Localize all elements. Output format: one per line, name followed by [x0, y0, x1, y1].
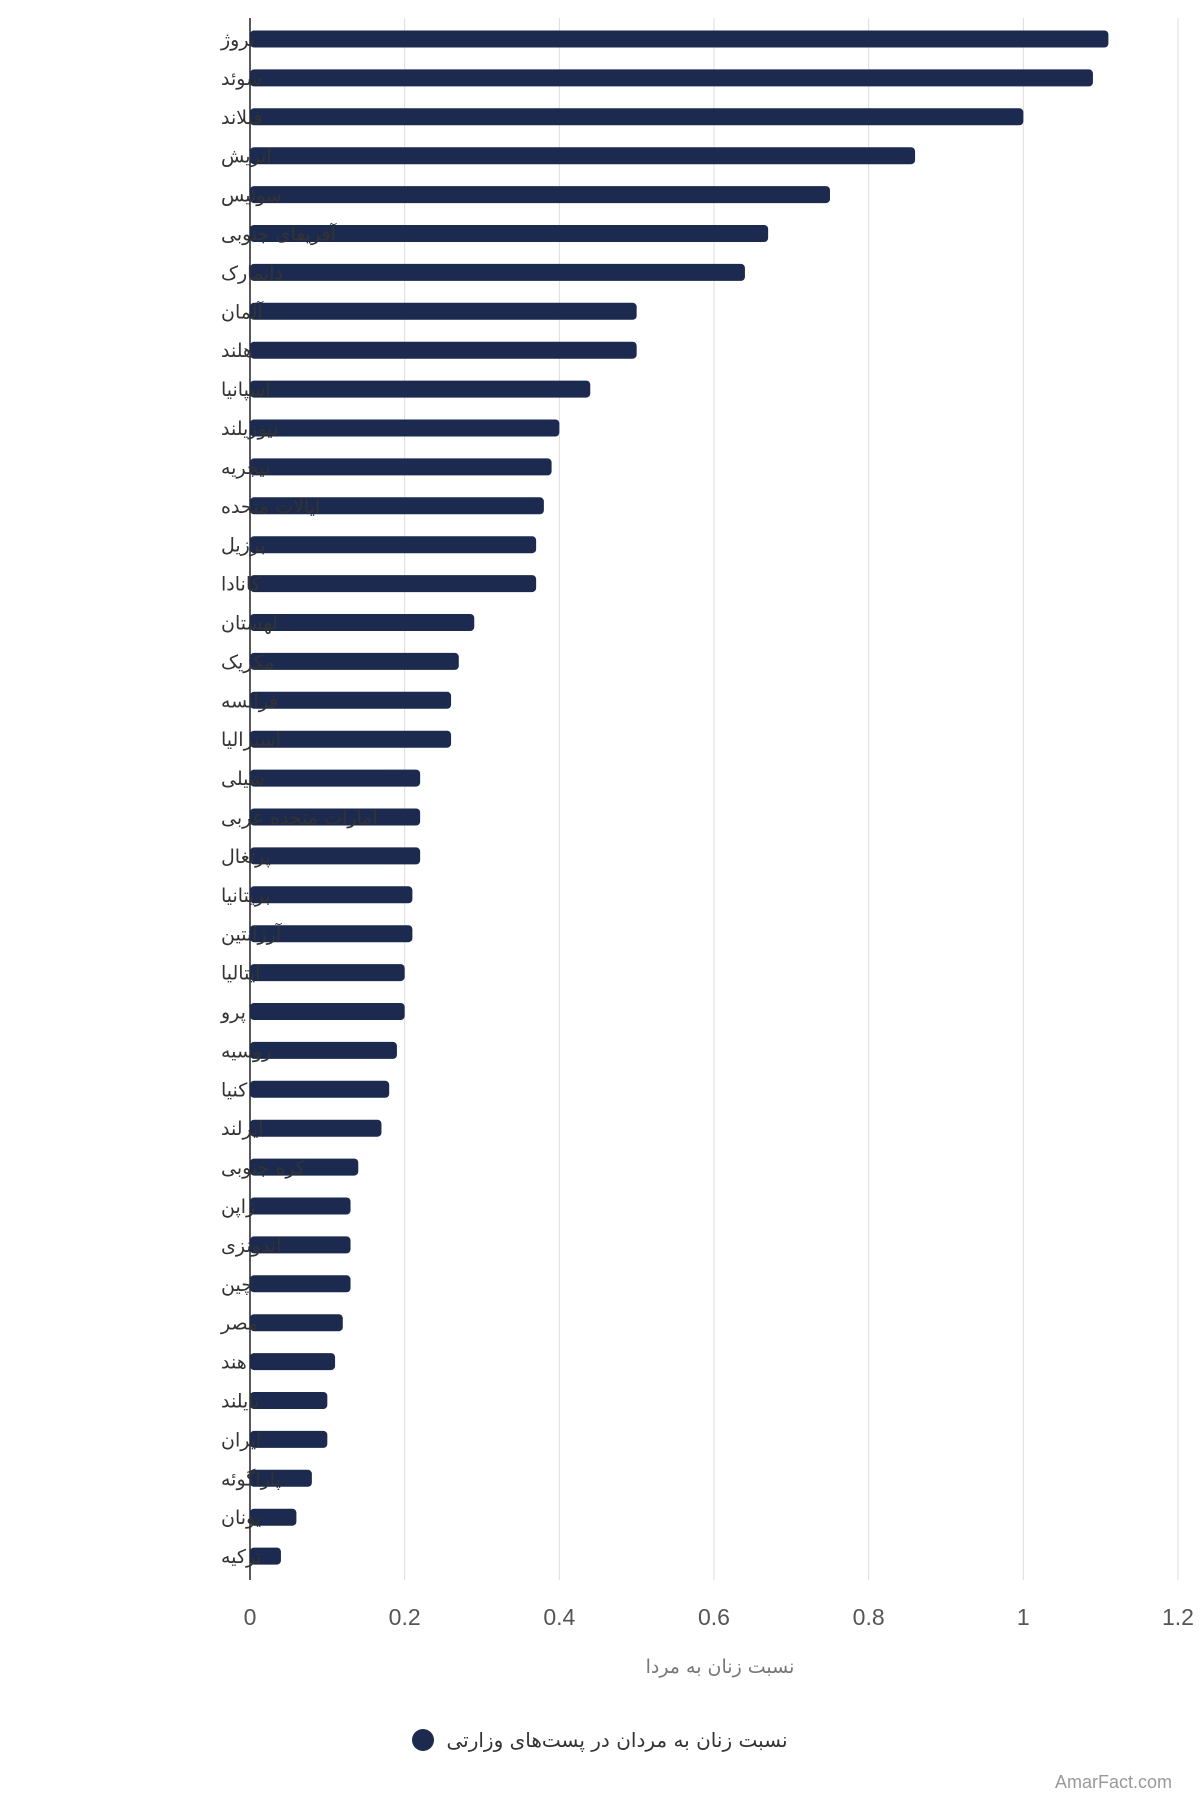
category-label: آرژانتین: [221, 922, 282, 946]
category-label: اندونزی: [221, 1235, 281, 1257]
bar: [250, 614, 475, 631]
category-label: کانادا: [221, 574, 262, 596]
category-label: روسیه: [221, 1040, 271, 1062]
category-label: آفریقای جنوبی: [221, 222, 337, 246]
bar: [250, 1547, 281, 1565]
x-tick-label: 0.6: [698, 1604, 730, 1630]
category-label: نیجریه: [221, 457, 270, 479]
bar: [250, 419, 560, 437]
x-axis-title: نسبت زنان به مردا: [646, 1656, 795, 1678]
bar: [250, 1353, 336, 1371]
bar: [250, 302, 637, 320]
bar: [250, 1158, 359, 1176]
category-label: مکزیک: [221, 651, 274, 673]
category-label: چین: [221, 1274, 253, 1296]
category-label: هند: [221, 1352, 247, 1374]
category-label: نیوزیلند: [221, 418, 278, 440]
x-tick-label: 0.8: [853, 1604, 885, 1630]
bar: [250, 1197, 351, 1215]
bars: [250, 30, 1109, 1565]
bar: [250, 847, 421, 865]
x-tick-label: 0: [244, 1604, 257, 1630]
bar: [250, 1430, 328, 1448]
legend: نسبت زنان به مردان در پست‌های وزارتی: [0, 1723, 1200, 1757]
bar: [250, 964, 405, 982]
category-label: پاراگوئه: [221, 1467, 281, 1490]
category-label: مصر: [220, 1313, 258, 1335]
bar: [250, 1003, 405, 1020]
bar: [250, 263, 745, 281]
category-label: سوئیس: [221, 185, 282, 207]
x-tick-label: 1.2: [1162, 1604, 1194, 1630]
bar: [250, 769, 421, 787]
category-label: اسپانیا: [221, 379, 271, 401]
x-tick-label: 1: [1017, 1604, 1030, 1630]
bar: [250, 1119, 382, 1137]
category-label: ترکیه: [221, 1546, 262, 1568]
category-label: کنیا: [221, 1079, 248, 1101]
category-label: دانمارک: [221, 262, 283, 284]
bar: [250, 1041, 397, 1059]
bar: [250, 730, 452, 748]
bar: [250, 1236, 351, 1254]
category-label: شیلی: [221, 768, 265, 790]
category-label: ژاپن: [221, 1196, 255, 1218]
category-label: آلمان: [221, 299, 264, 323]
category-label: امارات متحده عربی: [221, 807, 378, 829]
bar: [250, 691, 452, 709]
bar: [250, 186, 830, 204]
category-label: پرتغال: [221, 846, 271, 868]
category-label: برزیل: [221, 535, 266, 557]
legend-label: نسبت زنان به مردان در پست‌های وزارتی: [446, 1728, 788, 1752]
category-label: بریتانیا: [221, 885, 270, 907]
category-label: ایران: [221, 1429, 261, 1451]
source-credit: AmarFact.com: [1054, 1772, 1172, 1792]
bar: [250, 1392, 328, 1409]
category-label: پرو: [220, 1002, 246, 1024]
category-label: ایتالیا: [221, 963, 260, 985]
bar: [250, 1275, 351, 1293]
bar: [250, 1314, 343, 1332]
category-label: هلند: [221, 340, 253, 362]
bar: [250, 225, 769, 242]
category-labels: نروژ سوئد فنلاند اتریش سوئیس آفریقای جنوبی دان…: [220, 29, 378, 1568]
bar: [250, 652, 459, 670]
bar: [250, 341, 637, 359]
bar: [250, 536, 537, 554]
category-label: سوئد: [221, 68, 262, 90]
category-label: ایالات متحده: [221, 496, 320, 518]
category-label: لهستان: [221, 613, 278, 635]
category-label: ایرلند: [221, 1118, 264, 1140]
bar: [250, 1469, 312, 1487]
bar: [250, 69, 1093, 87]
category-label: کره جنوبی: [221, 1157, 306, 1179]
category-label: نروژ: [220, 29, 255, 51]
bar: [250, 380, 591, 398]
category-label: تایلند: [221, 1391, 259, 1413]
bar: [250, 30, 1109, 48]
bar: [250, 108, 1024, 126]
gridlines: [249, 18, 1179, 1580]
category-label: اتریش: [221, 146, 272, 168]
bar: [250, 808, 421, 826]
legend-swatch-icon: [412, 1729, 435, 1751]
x-tick-label: 0.4: [543, 1604, 575, 1630]
bar: [250, 497, 544, 515]
bar: [250, 925, 413, 943]
x-tick-label: 0.2: [389, 1604, 421, 1630]
x-tick-labels: 0 0.2 0.4 0.6 0.8 1 1.2: [244, 1604, 1194, 1630]
category-label: فنلاند: [221, 107, 262, 129]
bar: [250, 886, 413, 904]
category-label: یونان: [221, 1507, 261, 1529]
bar: [250, 147, 916, 165]
bar: [250, 458, 552, 476]
bar: [250, 1080, 390, 1098]
category-label: فرانسه: [221, 690, 278, 712]
bar: [250, 575, 537, 593]
category-label: استرالیا: [221, 729, 281, 751]
bar: [250, 1508, 297, 1526]
